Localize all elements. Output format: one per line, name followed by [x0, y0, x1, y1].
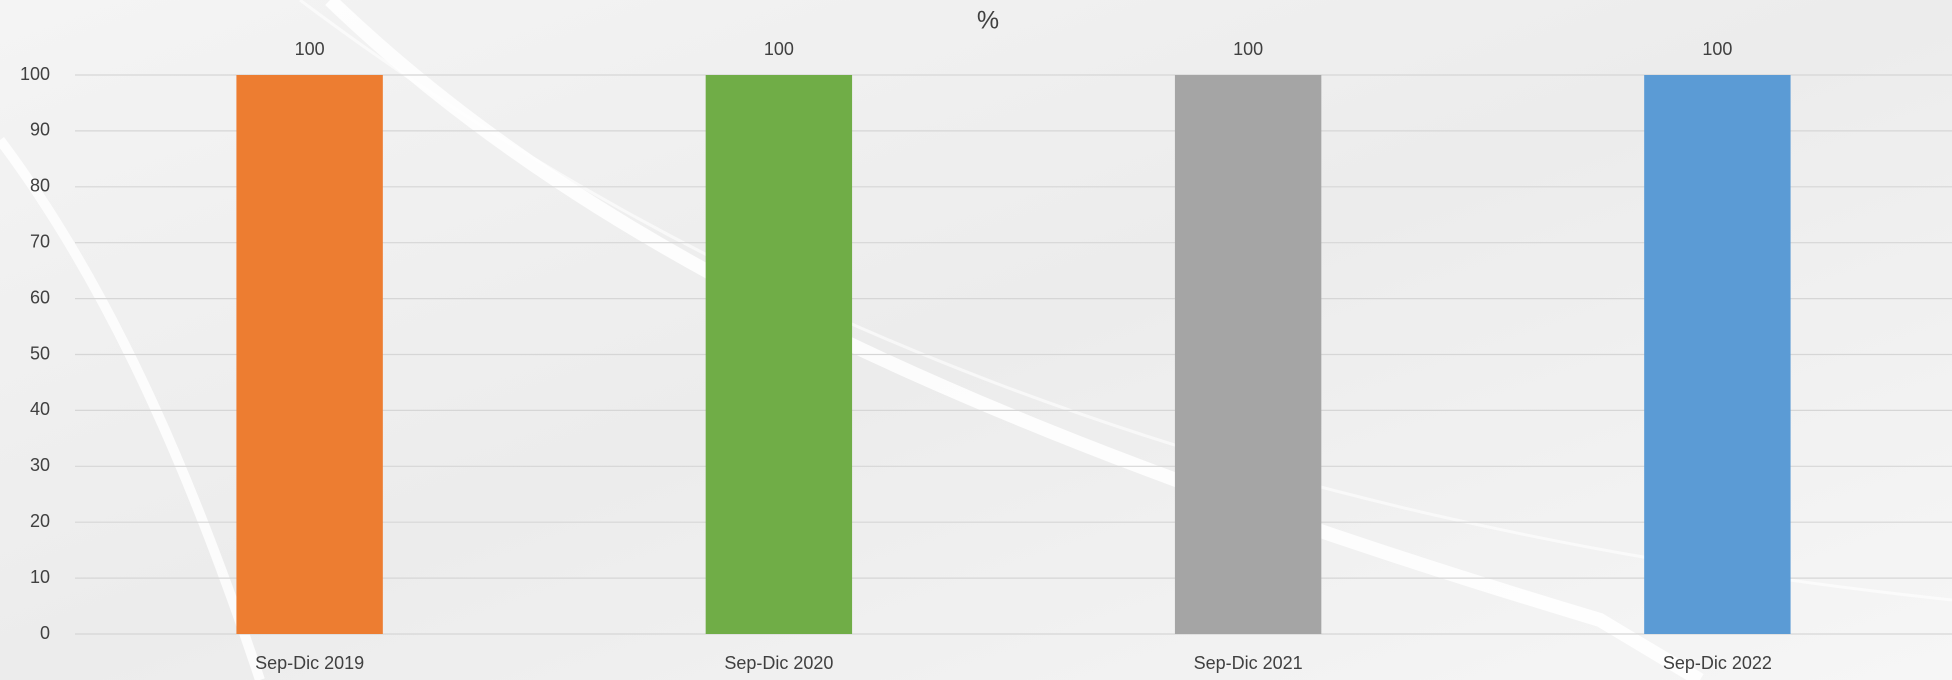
data-label: 100 [295, 39, 325, 59]
bar [705, 75, 853, 634]
x-tick-label: Sep-Dic 2019 [255, 653, 364, 673]
data-label: 100 [764, 39, 794, 59]
y-tick-label: 100 [20, 64, 50, 84]
y-tick-label: 40 [30, 399, 50, 419]
y-tick-label: 80 [30, 176, 50, 196]
y-tick-label: 60 [30, 287, 50, 307]
y-tick-label: 30 [30, 455, 50, 475]
bar [1174, 75, 1322, 634]
y-tick-label: 90 [30, 120, 50, 140]
y-tick-label: 10 [30, 567, 50, 587]
y-tick-label: 50 [30, 343, 50, 363]
data-label: 100 [1702, 39, 1732, 59]
data-label: 100 [1233, 39, 1263, 59]
y-tick-label: 0 [40, 623, 50, 643]
bar [1644, 75, 1791, 634]
chart-title: % [977, 7, 999, 35]
x-tick-label: Sep-Dic 2021 [1194, 653, 1303, 673]
x-tick-label: Sep-Dic 2020 [724, 653, 833, 673]
y-tick-label: 20 [30, 511, 50, 531]
bar [236, 75, 383, 634]
y-tick-label: 70 [30, 231, 50, 251]
x-tick-label: Sep-Dic 2022 [1663, 653, 1772, 673]
background-swoosh [0, 137, 265, 680]
